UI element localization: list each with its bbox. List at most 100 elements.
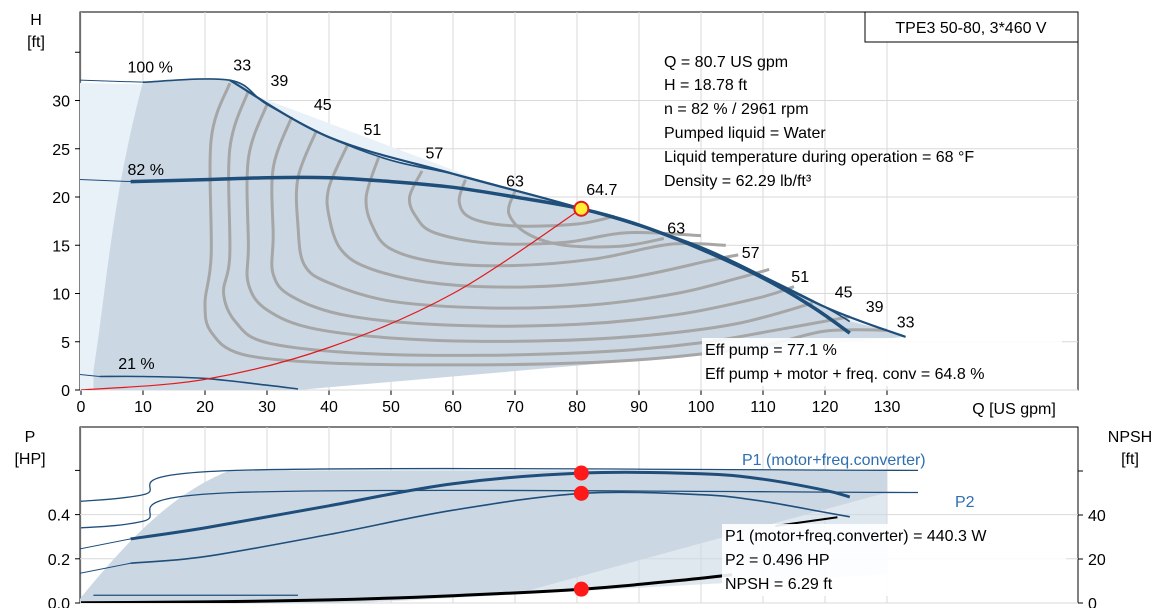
duty-point-marker bbox=[573, 581, 589, 597]
efficiency-label: 51 bbox=[364, 122, 382, 139]
efficiency-label: 33 bbox=[897, 314, 915, 331]
speed-curve bbox=[142, 78, 851, 323]
p2-curve bbox=[130, 491, 850, 564]
duty-head: H = 18.78 ft bbox=[664, 77, 748, 94]
x-tick-label: 90 bbox=[630, 399, 648, 416]
speed-curve bbox=[130, 175, 851, 335]
efficiency-contour bbox=[407, 170, 702, 246]
power-info-block: P1 (motor+freq.converter) = 440.3 W P2 =… bbox=[722, 524, 1066, 596]
max-power-line bbox=[80, 489, 919, 529]
npsh-curve bbox=[80, 573, 733, 603]
x-tick-label: 120 bbox=[812, 399, 839, 416]
x-tick-label: 40 bbox=[320, 399, 338, 416]
x-tick-label: 30 bbox=[258, 399, 276, 416]
duty-info-block: Q = 80.7 US gpm H = 18.78 ft n = 82 % / … bbox=[664, 54, 974, 190]
power-npsh: NPSH = 6.29 ft bbox=[725, 576, 833, 593]
efficiency-contour bbox=[457, 179, 615, 228]
duty-speed: n = 82 % / 2961 rpm bbox=[664, 101, 809, 118]
x-tick-label: 0 bbox=[77, 399, 86, 416]
speed-curve-lead bbox=[80, 179, 131, 183]
x-tick-label: 50 bbox=[382, 399, 400, 416]
efficiency-label: 39 bbox=[271, 73, 289, 90]
p1-curve bbox=[130, 470, 851, 541]
p1-series-label: P1 (motor+freq.converter) bbox=[742, 452, 926, 469]
efficiency-label: 57 bbox=[426, 145, 444, 162]
efficiency-label: 63 bbox=[506, 173, 524, 190]
speed-curve-lead bbox=[80, 79, 144, 83]
y2-tick-label: 40 bbox=[1088, 508, 1106, 525]
y-tick-label: 0.4 bbox=[48, 508, 70, 525]
x-tick-label: 70 bbox=[506, 399, 524, 416]
efficiency-contour bbox=[245, 103, 813, 343]
duty-point-marker bbox=[573, 200, 590, 217]
x-tick-label: 80 bbox=[568, 399, 586, 416]
bottom-overlay bbox=[573, 465, 589, 597]
efficiency-contour bbox=[364, 156, 726, 268]
npsh-axis-symbol: NPSH bbox=[1108, 429, 1152, 446]
max-power-line bbox=[80, 467, 919, 502]
bottom-shaded-area bbox=[80, 470, 887, 603]
y-tick-label: 10 bbox=[52, 287, 70, 304]
y-tick-label: 30 bbox=[52, 94, 70, 111]
pump-model-box bbox=[864, 11, 1079, 43]
efficiency-label: 39 bbox=[866, 299, 884, 316]
efficiency-contour bbox=[270, 116, 795, 328]
speed-curve-label: 21 % bbox=[118, 356, 154, 373]
eff-pump: Eff pump = 77.1 % bbox=[705, 342, 837, 359]
x-tick-label: 10 bbox=[134, 399, 152, 416]
y-tick-label: 0 bbox=[61, 383, 70, 400]
y-tick-label: 0.2 bbox=[48, 552, 70, 569]
power-curve-lead bbox=[80, 538, 131, 550]
efficiency-contour bbox=[294, 129, 770, 310]
eff-system: Eff pump + motor + freq. conv = 64.8 % bbox=[705, 366, 984, 383]
bottom-y-axis-unit: [HP] bbox=[14, 451, 45, 468]
efficiency-label: 45 bbox=[314, 97, 332, 114]
p2-series-label: P2 bbox=[955, 494, 975, 511]
duty-point-marker bbox=[573, 465, 589, 481]
bottom-y-axis-symbol: P bbox=[25, 429, 36, 446]
y-tick-label: 15 bbox=[52, 238, 70, 255]
power-npsh-curves bbox=[80, 467, 919, 603]
speed-curve bbox=[99, 375, 299, 390]
y-tick-label: 20 bbox=[52, 190, 70, 207]
duty-flow: Q = 80.7 US gpm bbox=[664, 54, 788, 71]
top-y-axis-unit: [ft] bbox=[27, 34, 45, 51]
efficiency-label: 63 bbox=[667, 221, 685, 238]
efficiency-info-block: Eff pump = 77.1 % Eff pump + motor + fre… bbox=[702, 338, 1062, 386]
efficiency-label: 57 bbox=[742, 245, 760, 262]
power-operating-region-lower bbox=[80, 492, 887, 603]
x-tick-label: 100 bbox=[688, 399, 715, 416]
duty-liquid: Pumped liquid = Water bbox=[664, 125, 826, 142]
top-y-axis-symbol: H bbox=[30, 12, 42, 29]
power-curve-lead bbox=[80, 562, 131, 574]
top-overlay: 100 % 82 % 21 % 33 39 45 51 57 63 64.7 63 57 51 45 39 3… bbox=[118, 58, 915, 373]
speed-curve-label: 100 % bbox=[128, 60, 173, 77]
efficiency-label: 64.7 bbox=[586, 182, 617, 199]
y-tick-label: 0.0 bbox=[48, 596, 70, 608]
y-tick-label: 5 bbox=[61, 335, 70, 352]
efficiency-contour bbox=[506, 190, 665, 249]
x-tick-label: 20 bbox=[196, 399, 214, 416]
npsh-axis-unit: [ft] bbox=[1121, 451, 1139, 468]
y2-tick-label: 0 bbox=[1088, 596, 1097, 608]
power-p2: P2 = 0.496 HP bbox=[725, 552, 830, 569]
power-p1: P1 (motor+freq.converter) = 440.3 W bbox=[725, 528, 987, 545]
top-shaded-area bbox=[80, 78, 906, 390]
operating-region bbox=[93, 78, 906, 390]
efficiency-label: 51 bbox=[791, 269, 809, 286]
efficiency-contour bbox=[325, 144, 739, 289]
y-tick-label: 25 bbox=[52, 142, 70, 159]
system-curve bbox=[80, 208, 582, 390]
pump-model-title: TPE3 50-80, 3*460 V bbox=[895, 20, 1047, 37]
duty-temperature: Liquid temperature during operation = 68… bbox=[664, 149, 974, 166]
duty-density: Density = 62.29 lb/ft³ bbox=[664, 173, 812, 190]
speed-curve-lead bbox=[80, 373, 100, 377]
x-tick-label: 130 bbox=[874, 399, 901, 416]
duty-point-marker bbox=[573, 485, 589, 501]
x-tick-label: 110 bbox=[750, 399, 776, 416]
efficiency-contour bbox=[222, 90, 851, 357]
speed-curve-label: 82 % bbox=[128, 162, 164, 179]
top-x-axis-label: Q [US gpm] bbox=[972, 401, 1056, 418]
